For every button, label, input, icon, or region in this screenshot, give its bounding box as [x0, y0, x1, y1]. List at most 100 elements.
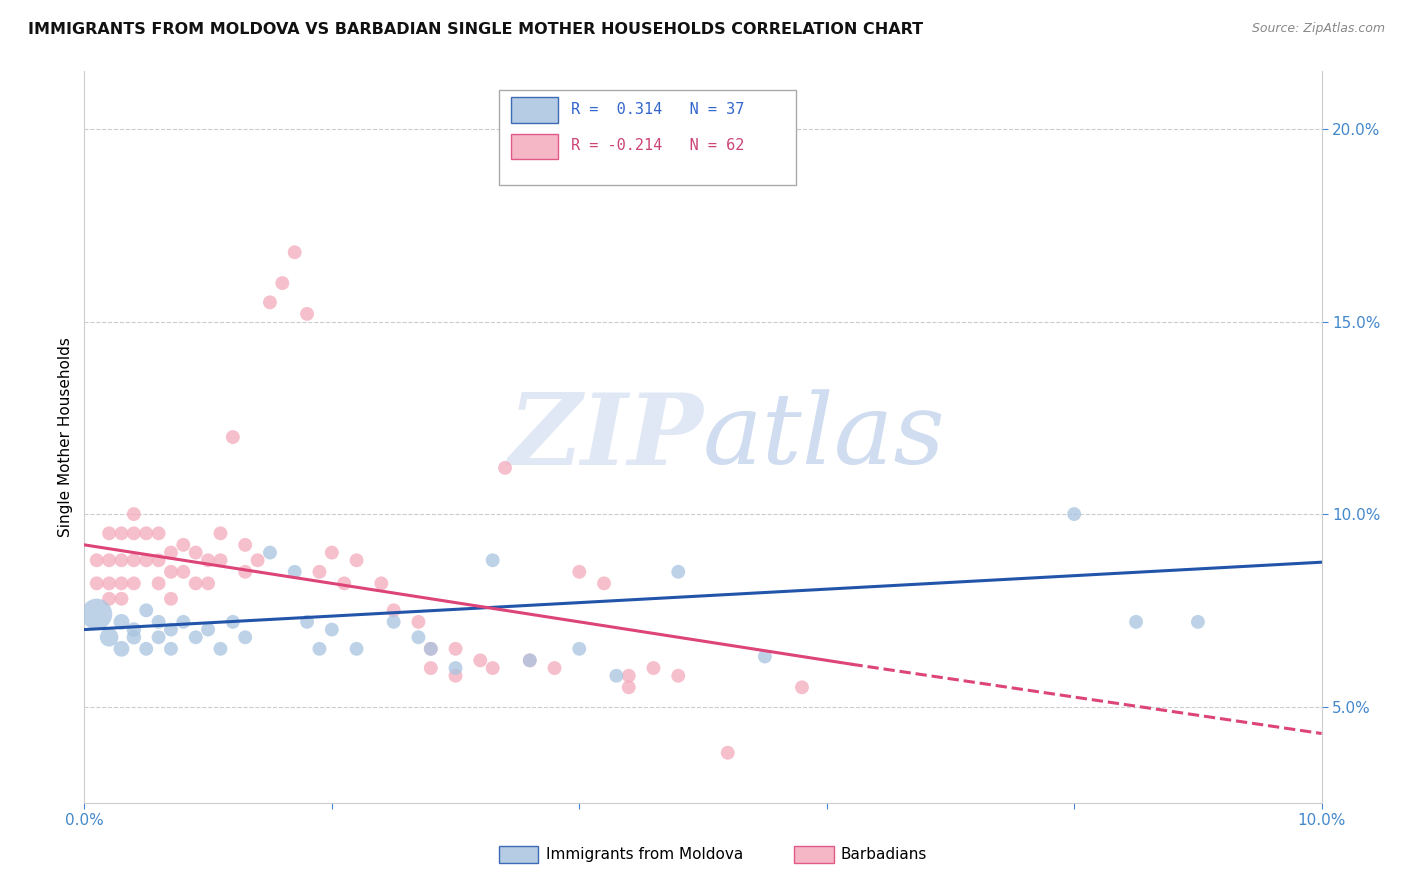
Point — [110, 576, 132, 591]
Point — [98, 630, 121, 644]
Point — [86, 576, 108, 591]
Point — [444, 669, 467, 683]
Point — [481, 553, 503, 567]
Point — [197, 553, 219, 567]
Point — [172, 538, 194, 552]
Point — [1187, 615, 1209, 629]
Point — [209, 526, 232, 541]
Point — [666, 669, 689, 683]
Point — [408, 615, 430, 629]
Point — [197, 623, 219, 637]
Bar — [512, 97, 558, 122]
Point — [135, 526, 157, 541]
Point — [233, 630, 256, 644]
Point — [605, 669, 627, 683]
Point — [470, 653, 492, 667]
Point — [98, 576, 121, 591]
Point — [110, 526, 132, 541]
Point — [333, 576, 356, 591]
Point — [519, 653, 541, 667]
Point — [135, 553, 157, 567]
Point — [160, 641, 183, 656]
Point — [754, 649, 776, 664]
Point — [419, 641, 441, 656]
Point — [382, 615, 405, 629]
Point — [346, 641, 368, 656]
Point — [160, 591, 183, 606]
Point — [346, 553, 368, 567]
Point — [1125, 615, 1147, 629]
Point — [617, 681, 640, 695]
Point — [543, 661, 565, 675]
Point — [148, 615, 170, 629]
Text: atlas: atlas — [703, 390, 946, 484]
Point — [666, 565, 689, 579]
Point — [110, 615, 132, 629]
Point — [494, 461, 516, 475]
Point — [122, 507, 145, 521]
Text: ZIP: ZIP — [508, 389, 703, 485]
Text: IMMIGRANTS FROM MOLDOVA VS BARBADIAN SINGLE MOTHER HOUSEHOLDS CORRELATION CHART: IMMIGRANTS FROM MOLDOVA VS BARBADIAN SIN… — [28, 22, 924, 37]
Point — [98, 526, 121, 541]
Point — [160, 565, 183, 579]
Bar — [512, 134, 558, 159]
Point — [122, 526, 145, 541]
Point — [222, 615, 245, 629]
Point — [519, 653, 541, 667]
Point — [284, 245, 307, 260]
Text: Source: ZipAtlas.com: Source: ZipAtlas.com — [1251, 22, 1385, 36]
Text: R = -0.214   N = 62: R = -0.214 N = 62 — [571, 138, 744, 153]
Point — [98, 591, 121, 606]
Text: R =  0.314   N = 37: R = 0.314 N = 37 — [571, 102, 744, 117]
Point — [172, 565, 194, 579]
Point — [444, 661, 467, 675]
Point — [86, 607, 108, 622]
Point — [160, 545, 183, 559]
Point — [593, 576, 616, 591]
Point — [308, 641, 330, 656]
Point — [122, 623, 145, 637]
Y-axis label: Single Mother Households: Single Mother Households — [58, 337, 73, 537]
Point — [233, 538, 256, 552]
Point — [197, 576, 219, 591]
Point — [222, 430, 245, 444]
Point — [284, 565, 307, 579]
Point — [172, 615, 194, 629]
Point — [259, 295, 281, 310]
Point — [148, 526, 170, 541]
Point — [160, 623, 183, 637]
Point — [617, 669, 640, 683]
Point — [568, 565, 591, 579]
Point — [259, 545, 281, 559]
Point — [122, 630, 145, 644]
FancyBboxPatch shape — [499, 90, 796, 185]
Point — [233, 565, 256, 579]
Point — [98, 553, 121, 567]
Point — [790, 681, 813, 695]
Point — [295, 307, 318, 321]
Point — [382, 603, 405, 617]
Point — [110, 591, 132, 606]
Point — [110, 553, 132, 567]
Point — [209, 641, 232, 656]
Point — [419, 661, 441, 675]
Point — [408, 630, 430, 644]
Point — [370, 576, 392, 591]
Point — [568, 641, 591, 656]
Point — [308, 565, 330, 579]
Point — [148, 630, 170, 644]
Point — [1063, 507, 1085, 521]
Point — [321, 623, 343, 637]
Point — [481, 661, 503, 675]
Point — [86, 553, 108, 567]
Point — [135, 603, 157, 617]
Point — [122, 576, 145, 591]
Point — [321, 545, 343, 559]
Point — [110, 641, 132, 656]
Text: Immigrants from Moldova: Immigrants from Moldova — [546, 847, 742, 862]
Point — [209, 553, 232, 567]
Point — [717, 746, 740, 760]
Point — [184, 545, 207, 559]
Point — [295, 615, 318, 629]
Point — [643, 661, 665, 675]
